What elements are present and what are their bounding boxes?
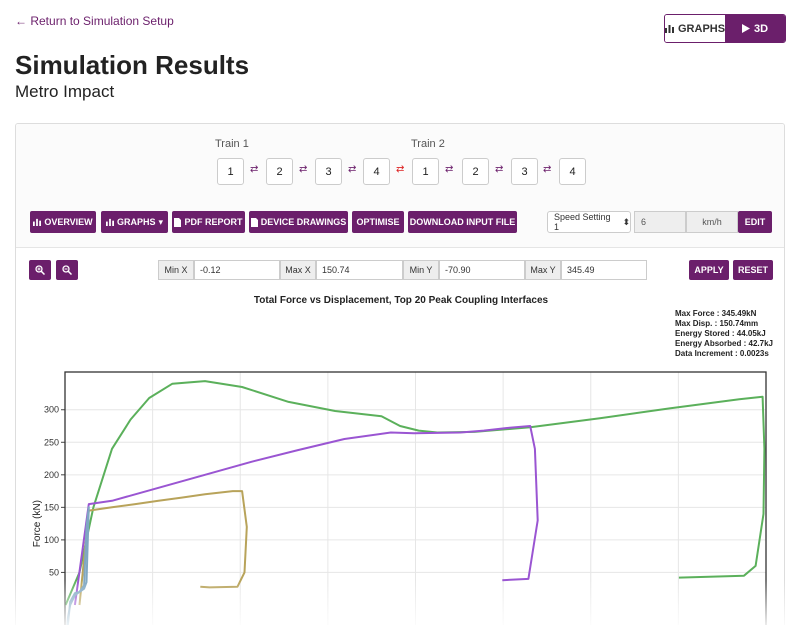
train-2-car-4[interactable]: 4 bbox=[559, 158, 586, 185]
max-disp-stat: Max Disp. : 150.74mm bbox=[675, 319, 759, 328]
caret-down-icon: ▾ bbox=[158, 216, 164, 227]
impact-coupler-icon[interactable]: ⇄ bbox=[396, 164, 405, 175]
speed-value-field: 6 bbox=[634, 211, 686, 233]
train-2-label: Train 2 bbox=[411, 138, 445, 150]
series-line-1 bbox=[64, 380, 766, 606]
train-1-car-3[interactable]: 3 bbox=[315, 158, 342, 185]
3d-view-button[interactable]: 3D bbox=[725, 15, 785, 42]
coupler-icon[interactable]: ⇄ bbox=[495, 164, 504, 175]
y-tick-label: 250 bbox=[44, 437, 59, 447]
device-drawings-button[interactable]: DEVICE DRAWINGS bbox=[249, 211, 348, 233]
back-to-setup-link[interactable]: ← Return to Simulation Setup bbox=[15, 14, 174, 28]
overview-button[interactable]: OVERVIEW bbox=[30, 211, 96, 233]
coupler-icon[interactable]: ⇄ bbox=[250, 164, 259, 175]
max-y-label: Max Y bbox=[525, 260, 561, 280]
y-tick-label: 200 bbox=[44, 470, 59, 480]
train-1-car-2[interactable]: 2 bbox=[266, 158, 293, 185]
optimise-button[interactable]: OPTIMISE bbox=[352, 211, 404, 233]
max-y-input[interactable]: 345.49 bbox=[561, 260, 647, 280]
y-tick-label: 100 bbox=[44, 535, 59, 545]
page-subtitle: Metro Impact bbox=[15, 82, 115, 101]
arrow-left-icon: ← bbox=[15, 14, 31, 28]
edit-button[interactable]: EDIT bbox=[738, 211, 772, 233]
file-icon bbox=[250, 217, 258, 227]
train-2-car-2[interactable]: 2 bbox=[462, 158, 489, 185]
plot-frame bbox=[64, 371, 767, 625]
download-input-file-button[interactable]: DOWNLOAD INPUT FILE bbox=[408, 211, 517, 233]
stats-box: Max Force : 345.49kN Max Disp. : 150.74m… bbox=[675, 309, 773, 359]
results-panel: Train 1 Train 2 1 ⇄ 2 ⇄ 3 ⇄ 4 ⇄ 1 ⇄ 2 ⇄ … bbox=[15, 123, 785, 625]
graphs-dropdown-button[interactable]: GRAPHS ▾ bbox=[101, 211, 168, 233]
sort-icon: ⬍ bbox=[622, 216, 630, 227]
pdf-report-button[interactable]: PDF REPORT bbox=[172, 211, 245, 233]
min-y-input[interactable]: -70.90 bbox=[439, 260, 525, 280]
bar-chart-icon bbox=[33, 218, 42, 226]
zoom-out-button[interactable] bbox=[56, 260, 78, 280]
zoom-in-button[interactable] bbox=[29, 260, 51, 280]
play-icon bbox=[742, 24, 750, 33]
max-x-input[interactable]: 150.74 bbox=[316, 260, 403, 280]
force-displacement-chart: 50 100 150 200 250 300 Force (kN) bbox=[32, 371, 767, 625]
coupler-icon[interactable]: ⇄ bbox=[543, 164, 552, 175]
series-line-2 bbox=[73, 425, 539, 606]
view-toggle: GRAPHS 3D bbox=[664, 14, 786, 43]
y-tick-label: 150 bbox=[44, 502, 59, 512]
file-icon bbox=[174, 217, 182, 227]
y-tick-label: 50 bbox=[49, 567, 59, 577]
energy-absorbed-stat: Energy Absorbed : 42.7kJ bbox=[675, 339, 773, 348]
coupler-icon[interactable]: ⇄ bbox=[445, 164, 454, 175]
min-x-input[interactable]: -0.12 bbox=[194, 260, 280, 280]
train-1-car-1[interactable]: 1 bbox=[217, 158, 244, 185]
train-1-car-4[interactable]: 4 bbox=[363, 158, 390, 185]
speed-unit-label: km/h bbox=[686, 211, 738, 233]
data-increment-stat: Data Increment : 0.0023s bbox=[675, 349, 769, 358]
bar-chart-icon bbox=[665, 25, 674, 33]
train-1-label: Train 1 bbox=[215, 138, 249, 150]
coupler-icon[interactable]: ⇄ bbox=[299, 164, 308, 175]
graphs-view-button[interactable]: GRAPHS bbox=[665, 15, 726, 42]
apply-button[interactable]: APPLY bbox=[689, 260, 729, 280]
min-y-label: Min Y bbox=[403, 260, 439, 280]
speed-setting-select[interactable]: Speed Setting 1 ⬍ bbox=[547, 211, 631, 233]
max-x-label: Max X bbox=[280, 260, 316, 280]
max-force-stat: Max Force : 345.49kN bbox=[675, 309, 757, 318]
y-axis-label: Force (kN) bbox=[32, 500, 43, 547]
bar-chart-icon bbox=[105, 218, 114, 226]
zoom-in-icon bbox=[35, 265, 45, 275]
reset-button[interactable]: RESET bbox=[733, 260, 773, 280]
y-tick-label: 300 bbox=[44, 405, 59, 415]
chart-title: Total Force vs Displacement, Top 20 Peak… bbox=[253, 295, 549, 306]
coupler-icon[interactable]: ⇄ bbox=[348, 164, 357, 175]
zoom-out-icon bbox=[62, 265, 72, 275]
energy-stored-stat: Energy Stored : 44.05kJ bbox=[675, 329, 766, 338]
page-title: Simulation Results bbox=[15, 50, 250, 80]
train-2-car-1[interactable]: 1 bbox=[412, 158, 439, 185]
min-x-label: Min X bbox=[158, 260, 194, 280]
train-2-car-3[interactable]: 3 bbox=[511, 158, 538, 185]
